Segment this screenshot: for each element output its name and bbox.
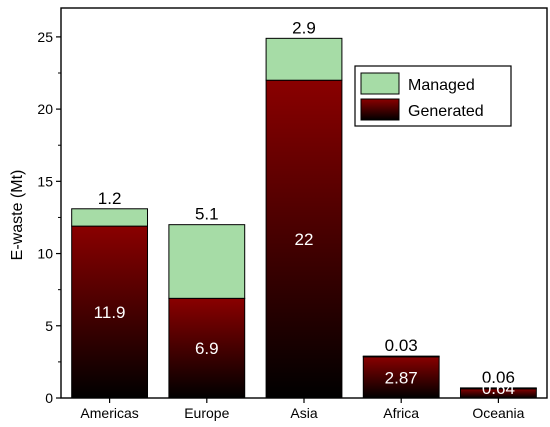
legend-label-generated: Generated (408, 103, 484, 120)
legend-swatch-generated (360, 98, 400, 121)
data-label-managed-africa: 0.03 (385, 336, 418, 355)
bar-generated-americas (71, 225, 149, 399)
data-label-generated-asia: 22 (295, 230, 314, 249)
data-label-managed-oceania: 0.06 (482, 368, 515, 387)
y-tick-label-15: 15 (37, 173, 53, 189)
x-tick-label-oceania: Oceania (472, 405, 524, 421)
data-label-generated-oceania: 0.64 (482, 379, 515, 398)
bar-managed-asia (265, 37, 343, 81)
legend: Managed Generated (354, 65, 512, 127)
legend-label-managed: Managed (408, 77, 475, 94)
data-label-managed-europe: 5.1 (195, 205, 219, 224)
y-tick-label-0: 0 (45, 390, 53, 406)
legend-swatch-managed (360, 72, 400, 95)
y-axis-title: E-waste (Mt) (9, 170, 26, 261)
y-tick-label-25: 25 (37, 29, 53, 45)
y-tick-label-5: 5 (45, 318, 53, 334)
x-tick-label-africa: Africa (383, 405, 419, 421)
x-tick-label-asia: Asia (290, 405, 317, 421)
data-label-managed-asia: 2.9 (292, 18, 316, 37)
bar-managed-europe (168, 224, 246, 299)
data-label-generated-americas: 11.9 (94, 303, 126, 322)
data-label-generated-europe: 6.9 (195, 339, 219, 358)
x-tick-label-europe: Europe (184, 405, 229, 421)
y-tick-label-20: 20 (37, 101, 53, 117)
data-label-managed-americas: 1.2 (98, 189, 122, 208)
bar-managed-africa (362, 355, 440, 358)
data-label-generated-africa: 2.87 (385, 368, 418, 387)
x-tick-label-americas: Americas (80, 405, 138, 421)
bar-managed-americas (71, 208, 149, 227)
y-tick-label-10: 10 (37, 246, 53, 262)
bar-managed-oceania (459, 387, 537, 390)
bar-generated-asia (265, 79, 343, 399)
